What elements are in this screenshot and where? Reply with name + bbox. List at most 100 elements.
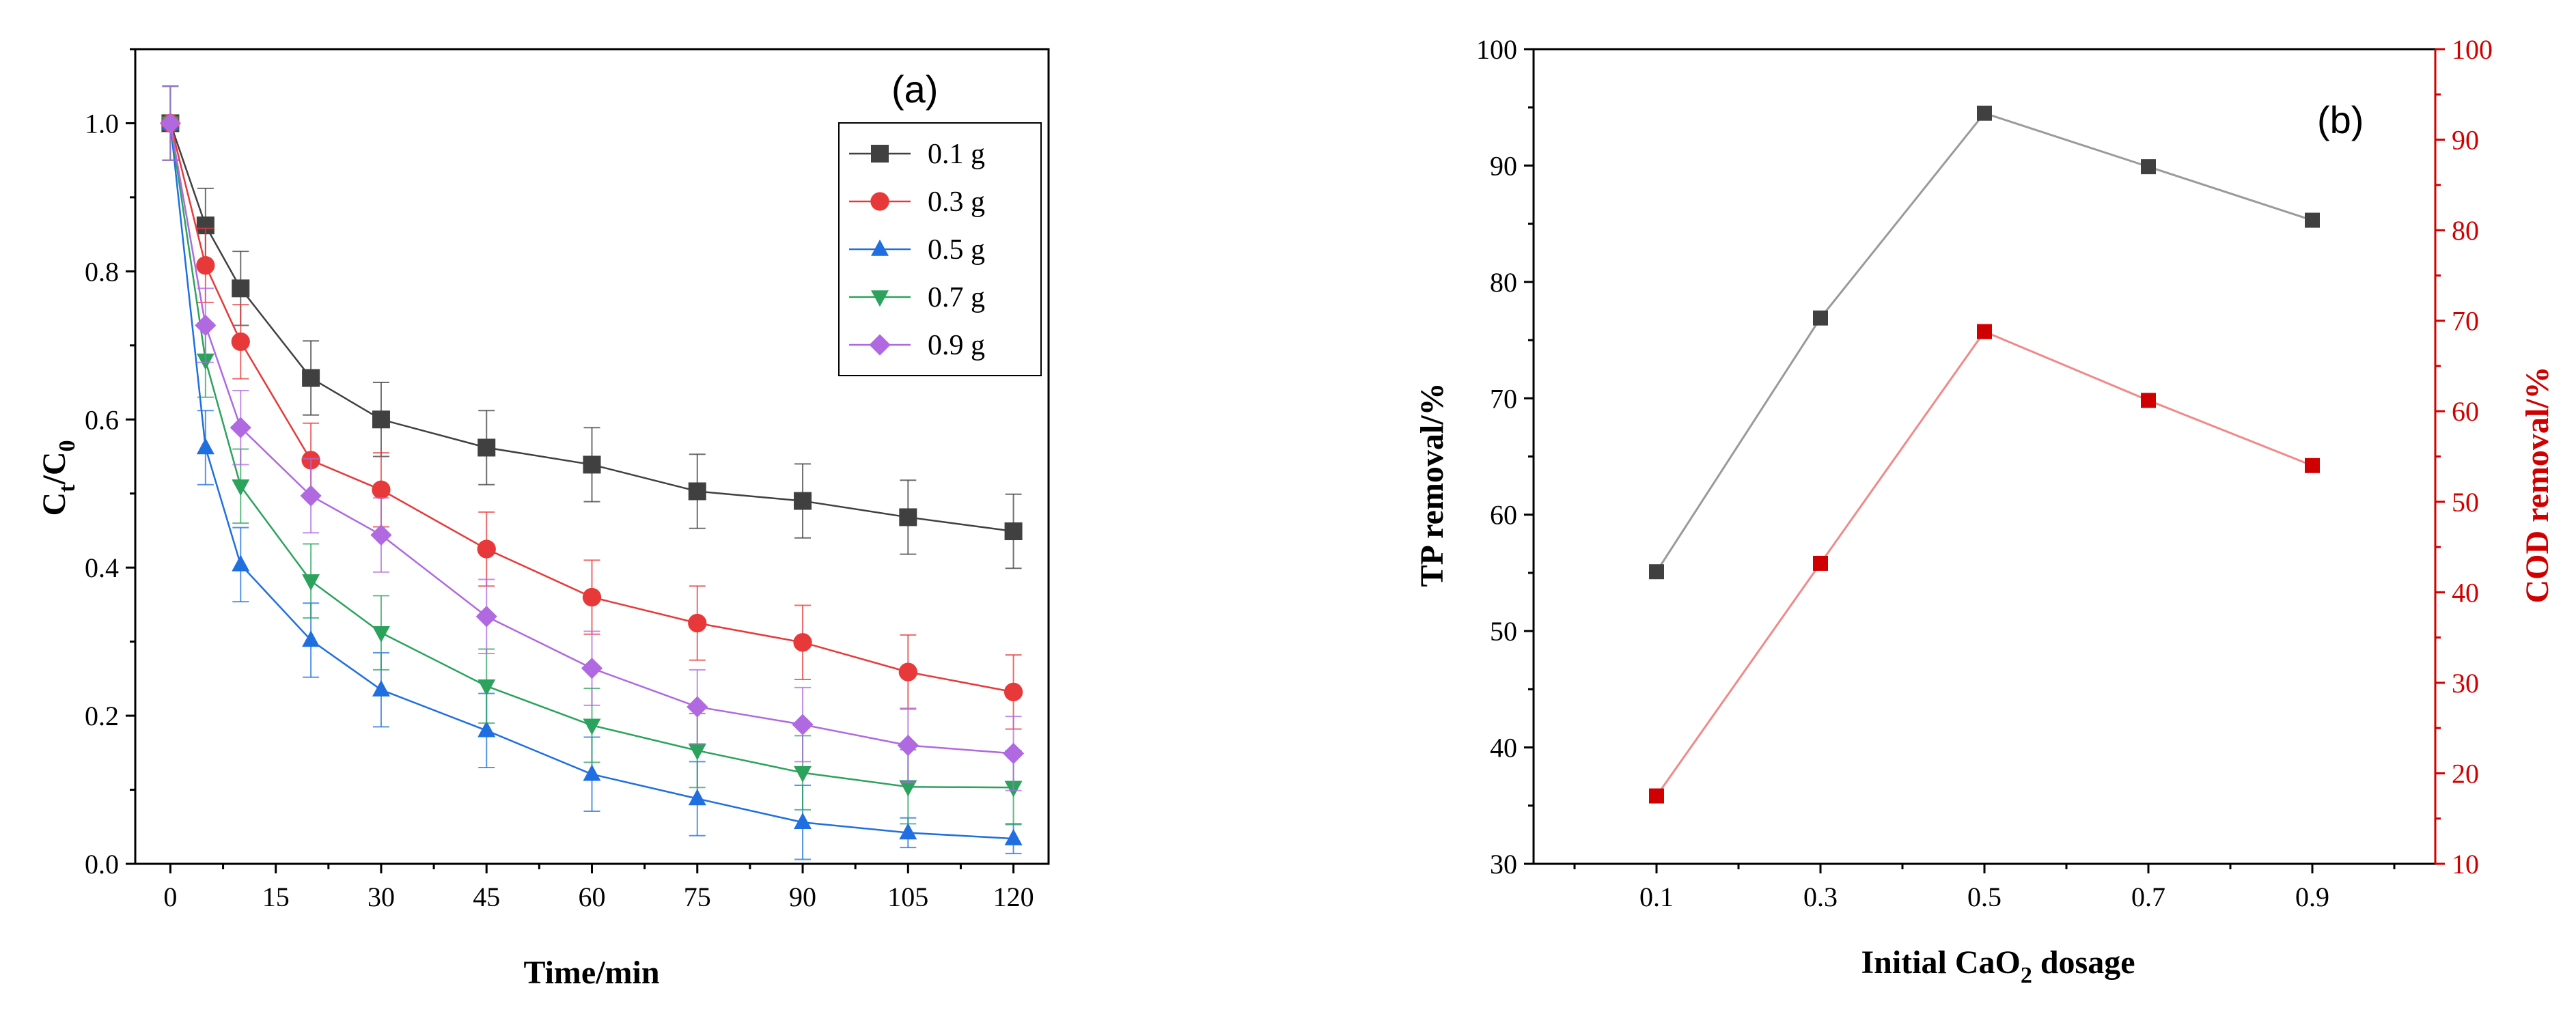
panel-a-legend-label: 0.9 g bbox=[928, 330, 985, 361]
panel-b-data-point bbox=[1977, 105, 1992, 121]
panel-a-legend-label: 0.1 g bbox=[928, 139, 985, 170]
panel-a-x-tick-label: 45 bbox=[473, 882, 500, 912]
panel-b-right-tick-label: 30 bbox=[2452, 668, 2479, 699]
panel-a-data-point bbox=[688, 789, 706, 806]
panel-a-legend-marker bbox=[871, 145, 889, 163]
panel-b-x-tick-label: 0.7 bbox=[2131, 882, 2165, 912]
panel-b-left-tick-label: 30 bbox=[1490, 849, 1517, 880]
panel-a-data-point bbox=[793, 633, 812, 652]
panel-b-series-cod bbox=[1649, 324, 2320, 804]
panel-a-x-tick-label: 60 bbox=[579, 882, 606, 912]
panel-a-legend-marker bbox=[869, 334, 891, 356]
panel-b-right-tick-label: 10 bbox=[2452, 849, 2479, 880]
panel-a-legend-label: 0.5 g bbox=[928, 234, 985, 266]
panel-b-right-axis-title: COD removal/% bbox=[2519, 366, 2556, 603]
panel-b-x-tick-label: 0.3 bbox=[1803, 882, 1838, 912]
panel-b-right-tick-label: 20 bbox=[2452, 758, 2479, 789]
panel-b-right-tick-label: 50 bbox=[2452, 487, 2479, 518]
panel-a-data-point bbox=[196, 438, 214, 455]
panel-a-y-tick-label: 0.0 bbox=[85, 849, 119, 880]
panel-b-left-tick-label: 40 bbox=[1490, 733, 1517, 763]
panel-a-legend-marker bbox=[871, 290, 889, 307]
panel-a-data-point bbox=[372, 679, 390, 697]
panel-a-data-point bbox=[688, 613, 707, 633]
panel-b-x-tick-label: 0.9 bbox=[2295, 882, 2329, 912]
panel-b-right-tick-label: 40 bbox=[2452, 577, 2479, 608]
panel-a-legend-marker bbox=[870, 192, 889, 211]
panel-a-label: (a) bbox=[891, 68, 938, 111]
panel-a-y-tick-label: 1.0 bbox=[85, 108, 119, 139]
panel-a-x-tick-label: 90 bbox=[789, 882, 816, 912]
panel-b-left-axis-title: TP removal/% bbox=[1414, 382, 1450, 587]
panel-a-y-tick-label: 0.4 bbox=[85, 552, 119, 583]
panel-a-data-point bbox=[477, 720, 496, 737]
panel-b-x-axis-title: Initial CaO2 dosage bbox=[1861, 944, 2135, 988]
panel-a-data-point bbox=[372, 626, 390, 643]
panel-b-series-tp bbox=[1649, 105, 2320, 580]
panel-a-legend-label: 0.3 g bbox=[928, 186, 985, 218]
panel-a-data-point bbox=[231, 332, 250, 352]
panel-a-data-point bbox=[899, 823, 917, 840]
panel-a-data-point bbox=[232, 279, 250, 298]
panel-a-legend: 0.1 g 0.3 g 0.5 g 0.7 g 0.9 g bbox=[838, 122, 1042, 376]
panel-b-right-tick-label: 100 bbox=[2452, 34, 2493, 65]
panel-b-left-tick-label: 100 bbox=[1476, 34, 1517, 65]
panel-a-data-point bbox=[583, 718, 601, 735]
panel-b-data-point bbox=[1813, 555, 1828, 571]
panel-a-y-tick-label: 0.8 bbox=[85, 256, 119, 287]
panel-a-y-axis-title: Ct/C0 bbox=[36, 440, 80, 516]
panel-a-data-point bbox=[794, 765, 812, 783]
panel-a-data-point bbox=[899, 508, 917, 526]
panel-a-data-point bbox=[583, 764, 601, 781]
panel-a-data-point bbox=[195, 314, 217, 337]
panel-a-data-point bbox=[477, 539, 496, 559]
panel-b-left-tick-label: 60 bbox=[1490, 500, 1517, 531]
panel-a-data-point bbox=[372, 480, 391, 499]
panel-b-right-tick-label: 80 bbox=[2452, 215, 2479, 246]
panel-a-x-axis-title: Time/min bbox=[523, 955, 659, 991]
panel-a-x-tick-label: 75 bbox=[684, 882, 711, 912]
panel-a-chart: (a) Ct/C0 Time/min 0 15 30 45 60 75 90 105 120 0.… bbox=[36, 48, 1050, 991]
panel-a-data-point bbox=[232, 554, 250, 572]
panel-a-data-point bbox=[302, 630, 320, 647]
panel-a-data-point bbox=[1002, 742, 1025, 765]
panel-b-label: (b) bbox=[2317, 98, 2364, 141]
panel-a-data-point bbox=[582, 587, 602, 607]
panel-a-data-point bbox=[581, 658, 603, 679]
panel-a-data-point bbox=[1004, 522, 1023, 541]
panel-a-data-point bbox=[794, 812, 812, 830]
panel-b-right-tick-label: 70 bbox=[2452, 306, 2479, 337]
panel-b-right-tick-label: 60 bbox=[2452, 396, 2479, 427]
panel-b-data-point bbox=[2305, 458, 2320, 473]
panel-b-left-tick-label: 70 bbox=[1490, 383, 1517, 414]
panel-b-left-tick-label: 50 bbox=[1490, 616, 1517, 647]
panel-a-data-point bbox=[159, 112, 182, 135]
panel-b-data-point bbox=[1649, 564, 1664, 580]
panel-a-x-tick-label: 105 bbox=[887, 882, 928, 912]
panel-a-data-point bbox=[897, 734, 919, 757]
panel-a-data-point bbox=[898, 662, 917, 681]
panel-a-data-point bbox=[688, 482, 706, 501]
panel-a-series-0-9-g bbox=[159, 85, 1025, 791]
panel-b-data-point bbox=[2141, 393, 2156, 408]
panel-a-data-point bbox=[477, 438, 496, 457]
panel-a-data-point bbox=[1004, 828, 1023, 845]
panel-a-y-tick-label: 0.6 bbox=[85, 404, 119, 435]
panel-a-data-point bbox=[794, 492, 812, 510]
panel-a-data-point bbox=[688, 744, 706, 761]
panel-a-data-point bbox=[302, 574, 320, 591]
panel-a-data-point bbox=[1003, 682, 1023, 702]
panel-b-data-point bbox=[2141, 159, 2156, 175]
panel-a-data-point bbox=[475, 606, 497, 628]
panel-a-data-point bbox=[370, 524, 392, 546]
panel-a-data-point bbox=[300, 485, 322, 507]
svg-text:Ct/C0: Ct/C0 bbox=[36, 440, 80, 516]
panel-a-data-point bbox=[583, 455, 601, 474]
panel-b-left-tick-label: 90 bbox=[1490, 150, 1517, 181]
panel-a-x-tick-label: 120 bbox=[993, 882, 1034, 912]
panel-a-x-tick-label: 30 bbox=[368, 882, 395, 912]
panel-b-data-point bbox=[1813, 310, 1828, 326]
panel-a-x-tick-label: 15 bbox=[262, 882, 290, 912]
panel-b-series-line bbox=[1655, 330, 2313, 797]
panel-b-x-tick-label: 0.5 bbox=[1967, 882, 2002, 912]
